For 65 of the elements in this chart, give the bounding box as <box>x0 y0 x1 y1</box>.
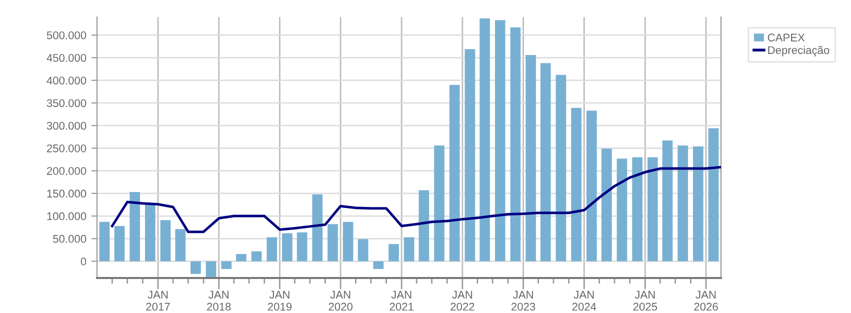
bar <box>160 220 171 262</box>
bar <box>708 128 719 262</box>
bar <box>236 254 246 262</box>
bar <box>388 244 399 262</box>
x-tick-label: JAN 2024 <box>572 290 596 311</box>
bar <box>480 18 490 262</box>
bar <box>632 157 642 262</box>
y-tick-label: 50.000 <box>53 234 86 243</box>
bar <box>526 54 536 262</box>
bar <box>647 157 658 262</box>
bar <box>449 84 460 262</box>
x-tick-label: JAN 2019 <box>268 290 292 311</box>
bar <box>99 222 110 262</box>
bar <box>342 222 354 262</box>
legend-label: CAPEX <box>768 34 805 42</box>
bar <box>571 108 582 262</box>
x-tick-label: JAN 2022 <box>450 290 474 311</box>
bar <box>251 251 262 262</box>
y-tick-label: 400.000 <box>46 76 86 84</box>
bar <box>434 145 444 262</box>
y-tick-label: 450.000 <box>46 54 86 62</box>
x-tick-label: JAN 2023 <box>511 290 536 311</box>
y-tick-label: 500.000 <box>46 31 86 40</box>
bar <box>282 233 292 262</box>
bar <box>221 261 232 269</box>
y-tick-label: 0 <box>80 258 86 266</box>
y-tick-label: 250.000 <box>46 144 86 152</box>
y-tick-label: 300.000 <box>46 122 86 130</box>
bar <box>266 237 278 262</box>
bar <box>296 232 308 262</box>
bar <box>328 224 338 262</box>
y-tick-label: 150.000 <box>47 190 86 198</box>
y-tick-label: 200.000 <box>46 167 86 175</box>
legend-label: Depreciação <box>768 46 830 56</box>
line-series <box>110 166 721 234</box>
bar <box>130 192 140 262</box>
bar <box>678 145 688 262</box>
bar <box>510 27 521 262</box>
bar <box>312 194 323 262</box>
x-tick-label: JAN 2020 <box>328 290 352 311</box>
x-tick-label: JAN 2017 <box>146 290 170 311</box>
bar <box>404 237 414 262</box>
bar <box>464 49 476 262</box>
bar <box>586 110 597 262</box>
x-tick-label: JAN 2021 <box>390 290 414 311</box>
bar <box>175 229 186 262</box>
bar <box>358 239 368 262</box>
y-tick-label: 100.000 <box>47 212 86 220</box>
bar <box>556 74 566 262</box>
x-tick-label: JAN 2026 <box>694 290 718 311</box>
bar <box>190 261 201 274</box>
bar <box>373 261 384 269</box>
bar <box>418 190 430 262</box>
x-tick-label: JAN 2018 <box>207 290 231 311</box>
bar <box>206 261 216 278</box>
bar <box>601 148 612 262</box>
bar <box>114 226 125 262</box>
bar <box>494 20 506 262</box>
y-tick-label: 350.000 <box>46 99 86 108</box>
bar <box>540 63 551 262</box>
bar <box>145 204 156 262</box>
bar <box>662 140 673 262</box>
x-tick-label: JAN 2025 <box>633 290 658 311</box>
bar <box>692 146 704 262</box>
bar <box>616 158 628 262</box>
